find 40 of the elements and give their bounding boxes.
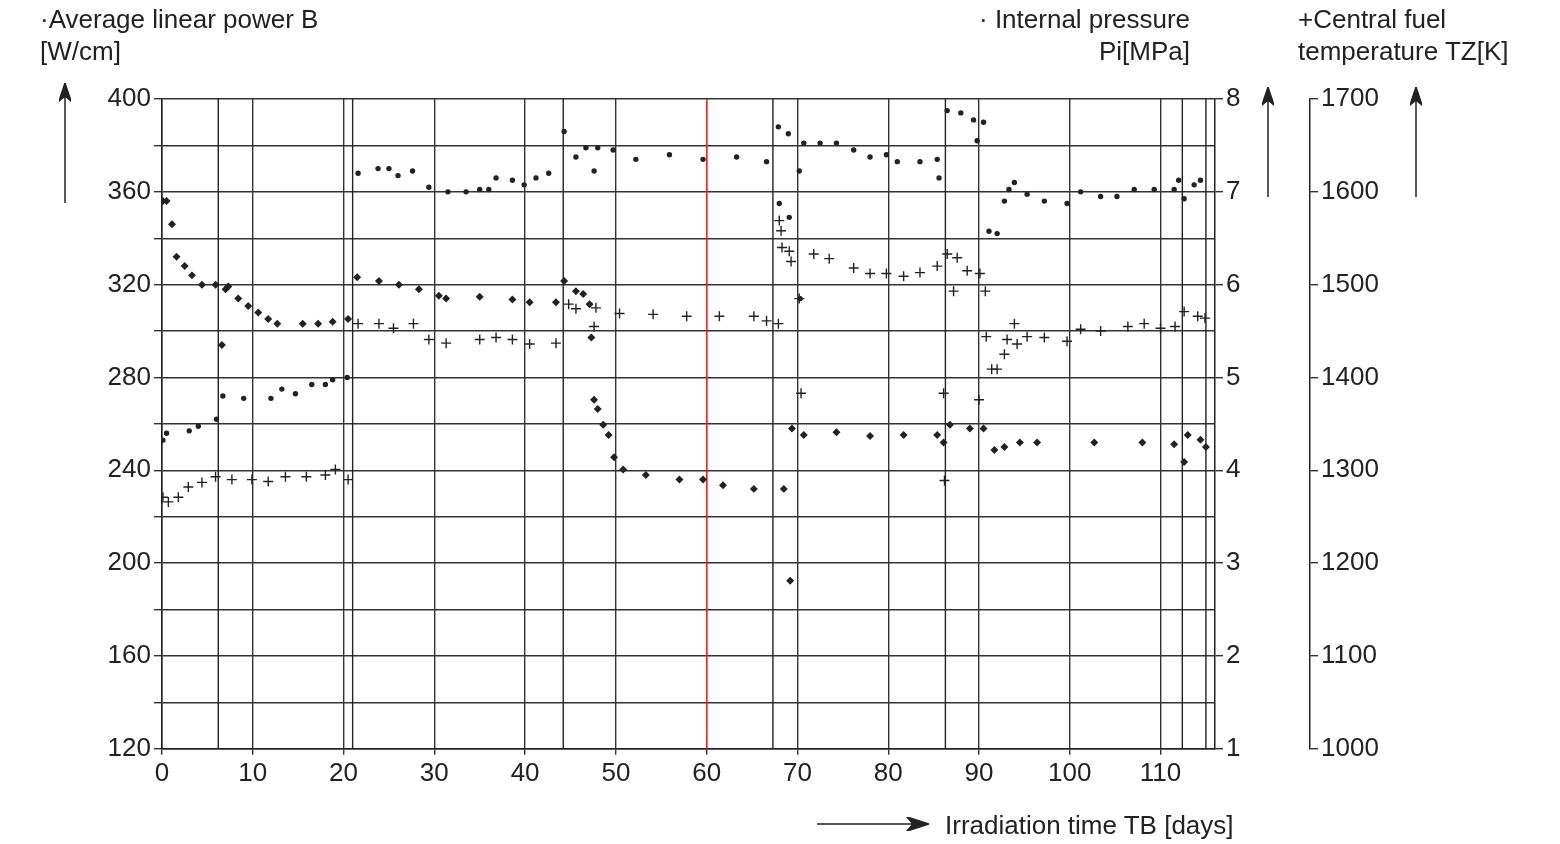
y3-tick-label: 1700	[1321, 82, 1379, 113]
y-tick-label: 120	[107, 731, 151, 762]
y2-tick-label: 1	[1226, 731, 1241, 762]
x-tick-label: 60	[692, 756, 722, 787]
y-tick-label: 160	[107, 639, 151, 670]
y2-tick-label: 2	[1226, 639, 1241, 670]
y3-tick-label: 1400	[1321, 360, 1379, 391]
y-tick-label: 360	[107, 175, 151, 205]
y2-tick-label: 3	[1226, 546, 1241, 577]
x-tick-label: 10	[238, 756, 268, 787]
y2-tick-label: 6	[1226, 267, 1241, 298]
x-tick-label: 0	[154, 756, 170, 787]
y-tick-label: 400	[107, 82, 151, 113]
y-axis-title: ·Average linear power B [W/cm]	[40, 4, 319, 66]
x-tick-label: 80	[873, 756, 903, 787]
y2-tick-label: 5	[1226, 360, 1241, 391]
x-tick-label: 40	[510, 756, 540, 787]
y3-tick-label: 1600	[1321, 175, 1379, 205]
x-tick-label: 30	[419, 756, 449, 787]
x-tick-label: 90	[964, 756, 994, 787]
y-tick-label: 200	[107, 546, 151, 577]
y2-tick-label: 7	[1226, 175, 1241, 205]
y-tick-label: 280	[107, 360, 151, 391]
y3-axis-title: +Central fuel temperature TZ[K]	[1298, 4, 1509, 66]
y2-tick-label: 8	[1226, 82, 1241, 113]
x-tick-label: 70	[782, 756, 812, 787]
x-tick-label: 20	[329, 756, 359, 787]
y-tick-label: 240	[107, 453, 151, 484]
x-tick-label: 50	[601, 756, 631, 787]
y3-tick-label: 1100	[1321, 639, 1377, 670]
y3-tick-label: 1500	[1321, 267, 1379, 298]
y3-tick-label: 1200	[1321, 546, 1379, 577]
y2-axis-title: · Internal pressure Pi[MPa]	[979, 4, 1190, 66]
x-tick-label: 100	[1048, 756, 1092, 787]
x-tick-label: 110	[1139, 756, 1182, 787]
y3-tick-label: 1000	[1321, 731, 1379, 762]
x-axis-title: Irradiation time TB [days]	[945, 810, 1234, 840]
y-tick-label: 320	[107, 267, 151, 298]
y3-tick-label: 1300	[1321, 453, 1379, 484]
y2-tick-label: 4	[1226, 453, 1241, 484]
